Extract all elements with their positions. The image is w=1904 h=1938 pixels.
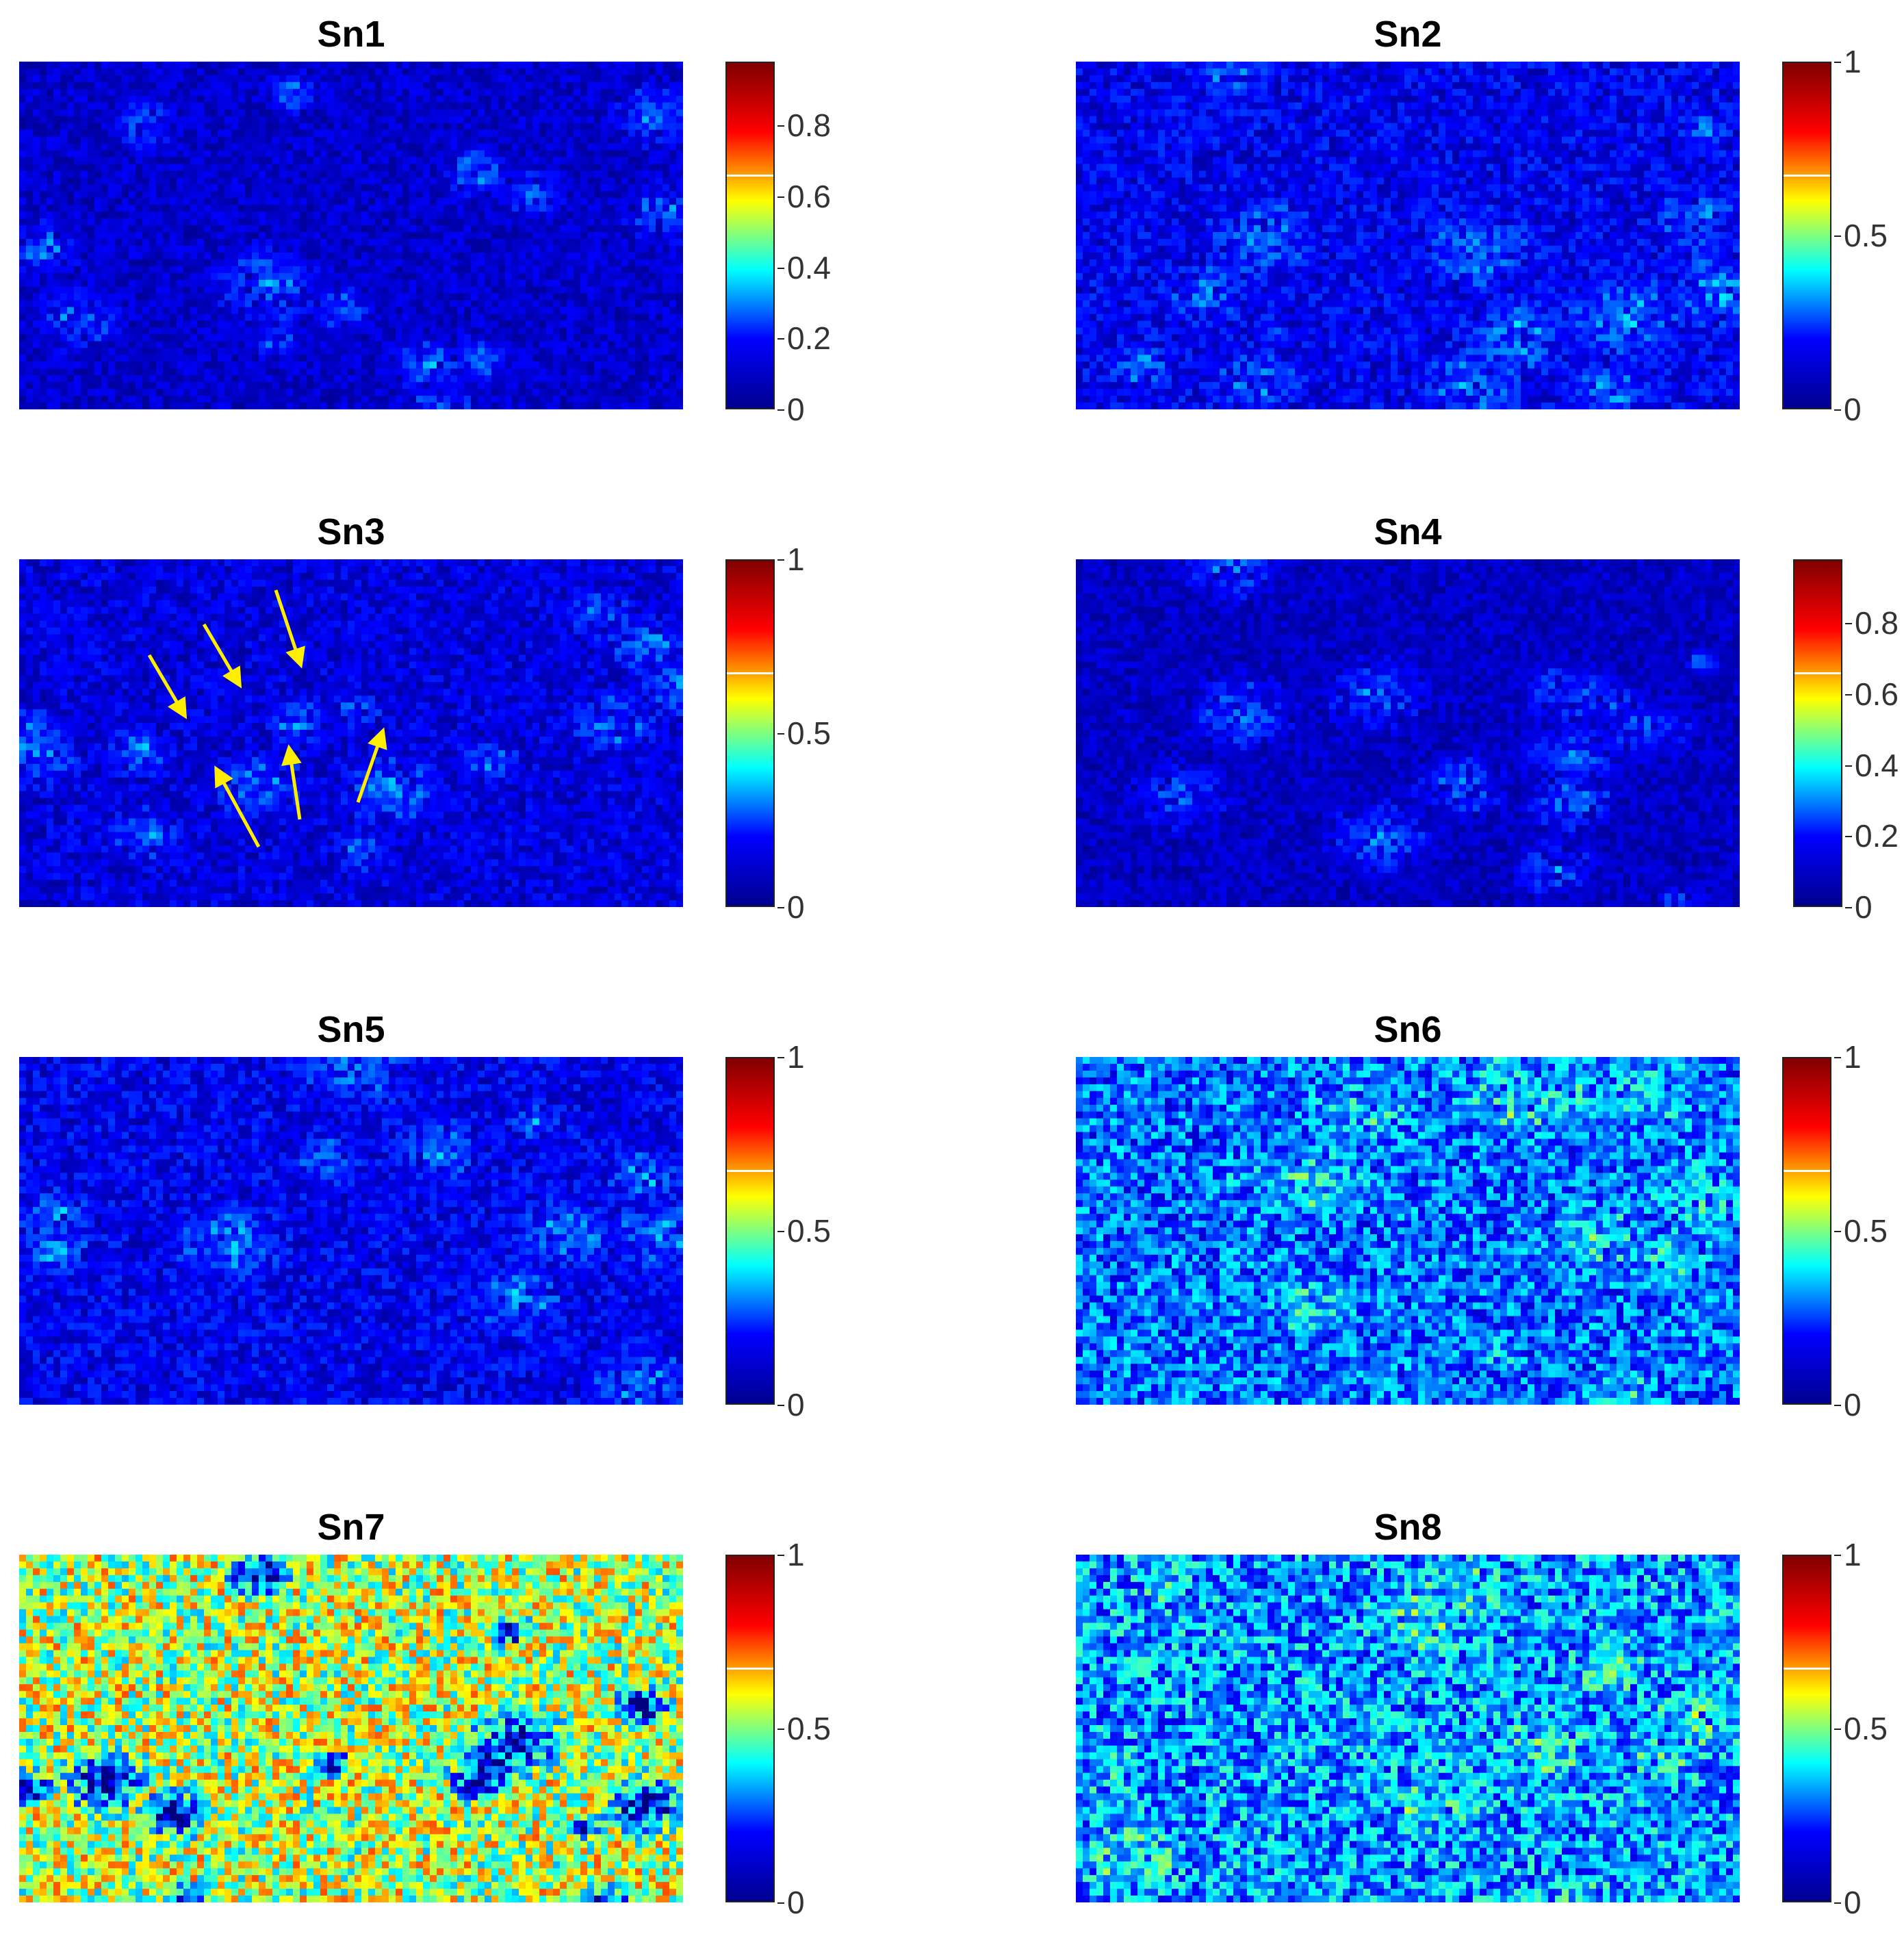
colorbar-tick-label: 0 [777, 394, 805, 425]
colorbar-tick-label: 0 [777, 1887, 805, 1918]
colorbar [725, 62, 775, 409]
colorbar [1782, 62, 1831, 409]
colorbar-tick-label: 0 [777, 891, 805, 923]
heatmap-image [19, 1057, 683, 1405]
panel-title: Sn3 [19, 511, 683, 552]
colorbar-tick-label: 0.5 [1834, 1215, 1888, 1247]
colorbar-tick-label: 1 [777, 544, 805, 575]
colorbar-ticks: 0 0.2 0.4 0.6 0.8 [777, 62, 869, 425]
colorbar-tick-label: 1 [1834, 46, 1862, 77]
colorbar [1782, 1555, 1831, 1902]
panel-sn6: Sn6 0 0.5 1 [1076, 1009, 1904, 1420]
colorbar-ticks: 0 0.5 1 [1834, 1539, 1904, 1918]
panel-title: Sn1 [19, 14, 683, 55]
colorbar-tick-label: 0.4 [777, 252, 831, 283]
colorbar [1793, 559, 1842, 907]
panel-title: Sn5 [19, 1009, 683, 1050]
colorbar-ticks: 0 0.5 1 [1834, 46, 1904, 425]
colorbar-tick-label: 0 [1834, 394, 1862, 425]
panel-sn8: Sn8 0 0.5 1 [1076, 1507, 1904, 1918]
panel-sn3: Sn3 0 0.5 1 [19, 511, 875, 923]
colorbar-tick-label: 0.4 [1845, 750, 1899, 781]
heatmap-image [1076, 559, 1740, 907]
colorbar-tick-label: 0.5 [777, 1713, 831, 1744]
colorbar [725, 559, 775, 907]
colorbar-ticks: 0 0.5 1 [777, 544, 869, 923]
colorbar-tick-label: 0.2 [1845, 820, 1899, 852]
heatmap-image [1076, 62, 1740, 409]
colorbar-tick-label: 0.8 [777, 110, 831, 141]
panel-sn1: Sn1 0 0.2 0.4 0.6 0.8 [19, 14, 875, 425]
heatmap-image [19, 62, 683, 409]
colorbar [1782, 1057, 1831, 1405]
colorbar-tick-label: 1 [777, 1041, 805, 1073]
colorbar-tick-label: 0.2 [777, 322, 831, 354]
heatmap-image [1076, 1555, 1740, 1902]
colorbar-ticks: 0 0.5 1 [777, 1041, 869, 1420]
colorbar-tick-label: 0 [1834, 1389, 1862, 1420]
colorbar-tick-label: 0 [1834, 1887, 1862, 1918]
colorbar-tick-label: 0 [1845, 891, 1873, 923]
colorbar-tick-label: 1 [777, 1539, 805, 1570]
panel-title: Sn7 [19, 1507, 683, 1548]
colorbar-tick-label: 0.5 [777, 717, 831, 749]
colorbar-tick-label: 0.6 [1845, 678, 1899, 710]
colorbar-ticks: 0 0.5 1 [777, 1539, 869, 1918]
panel-title: Sn4 [1076, 511, 1740, 552]
panel-title: Sn2 [1076, 14, 1740, 55]
panel-sn7: Sn7 0 0.5 1 [19, 1507, 875, 1918]
colorbar-ticks: 0 0.2 0.4 0.6 0.8 [1845, 559, 1904, 923]
panel-title: Sn6 [1076, 1009, 1740, 1050]
heatmap-image [1076, 1057, 1740, 1405]
panel-sn4: Sn4 0 0.2 0.4 0.6 0.8 [1076, 511, 1904, 923]
heatmap-image [19, 1555, 683, 1902]
colorbar-tick-label: 0 [777, 1389, 805, 1420]
panel-title: Sn8 [1076, 1507, 1740, 1548]
colorbar-tick-label: 1 [1834, 1539, 1862, 1570]
colorbar-tick-label: 0.8 [1845, 607, 1899, 639]
panel-sn5: Sn5 0 0.5 1 [19, 1009, 875, 1420]
colorbar [725, 1555, 775, 1902]
colorbar [725, 1057, 775, 1405]
heatmap-image [19, 559, 683, 907]
colorbar-tick-label: 1 [1834, 1041, 1862, 1073]
colorbar-tick-label: 0.5 [1834, 220, 1888, 251]
colorbar-tick-label: 0.5 [1834, 1713, 1888, 1744]
panel-sn2: Sn2 0 0.5 1 [1076, 14, 1904, 425]
colorbar-tick-label: 0.5 [777, 1215, 831, 1247]
colorbar-ticks: 0 0.5 1 [1834, 1041, 1904, 1420]
colorbar-tick-label: 0.6 [777, 181, 831, 212]
